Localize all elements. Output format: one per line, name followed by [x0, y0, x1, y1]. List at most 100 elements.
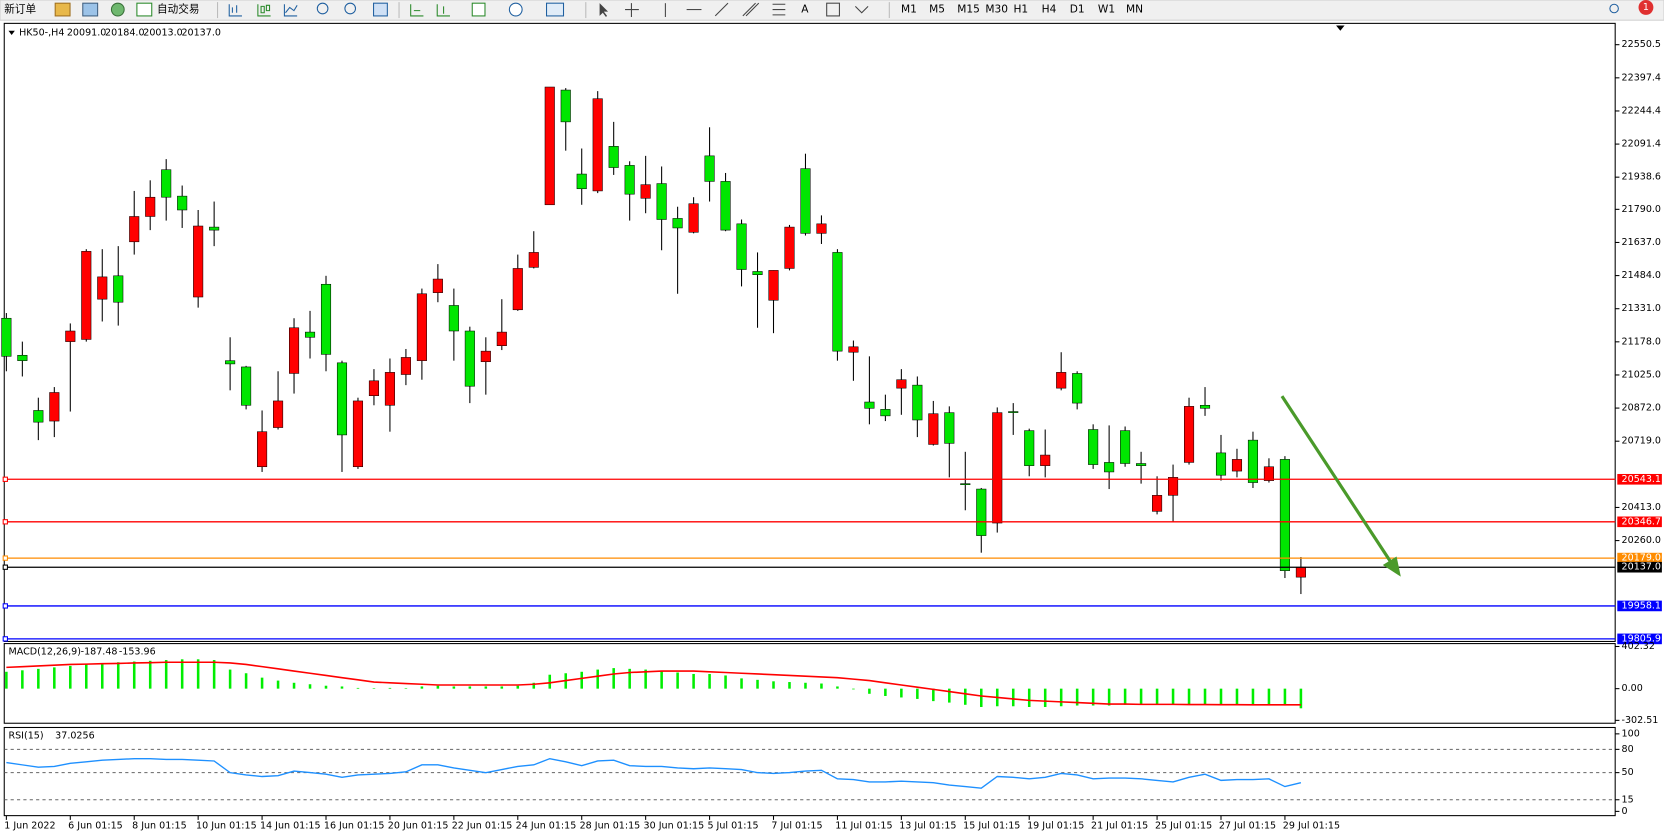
candle-body — [97, 276, 108, 300]
icon[interactable] — [54, 2, 71, 17]
trendline-icon[interactable] — [714, 2, 729, 17]
timeframe-button[interactable]: W1 — [1098, 3, 1115, 16]
candle-body — [1295, 566, 1306, 578]
candle-body — [528, 252, 539, 268]
candle-body — [1279, 459, 1290, 571]
timeframe-button[interactable]: H4 — [1042, 3, 1057, 16]
candle-body — [768, 270, 779, 301]
y-tick-label: 21938.6 — [1622, 172, 1661, 183]
macd-bar — [132, 661, 136, 689]
timeframe-button[interactable]: H1 — [1013, 3, 1028, 16]
macd-bar — [5, 671, 8, 689]
level-handle — [2, 564, 8, 570]
candle-body — [656, 183, 667, 220]
arrows-icon[interactable] — [854, 5, 869, 14]
macd-bar — [148, 660, 152, 689]
candle-body — [400, 357, 411, 375]
macd-bar — [532, 682, 536, 689]
notification-badge[interactable] — [1638, 0, 1654, 15]
x-tick-label: 10 Jun 01:15 — [196, 821, 257, 832]
timeframe-button[interactable]: M5 — [929, 3, 945, 16]
candle-body — [544, 86, 555, 206]
candle-icon[interactable] — [257, 4, 271, 17]
fibo-icon[interactable] — [772, 3, 786, 16]
macd-bar — [340, 686, 344, 689]
shift-marker — [1336, 25, 1345, 31]
macd-bar — [932, 688, 935, 702]
label-icon[interactable] — [826, 2, 840, 17]
macd-bar — [548, 674, 552, 689]
macd-bar — [964, 688, 967, 705]
channel-icon[interactable] — [742, 2, 760, 17]
icon[interactable] — [82, 2, 99, 17]
shift-icon[interactable] — [436, 4, 450, 17]
candle-body — [384, 372, 395, 406]
candle-body — [880, 409, 891, 417]
text-tool[interactable]: A — [801, 3, 809, 16]
macd-bar — [1011, 688, 1015, 707]
scroll-icon[interactable] — [410, 4, 424, 17]
y-tick-label: 22091.4 — [1622, 139, 1661, 150]
candle-body — [1168, 477, 1179, 496]
candle-body — [912, 384, 923, 421]
macd-bar — [1235, 688, 1239, 705]
candle-body — [129, 216, 140, 243]
candle-body — [832, 252, 843, 352]
indicators-icon[interactable] — [471, 2, 486, 17]
template-icon[interactable] — [546, 2, 565, 17]
macd-value: -187.48 — [81, 647, 118, 658]
y-tick-label: 22244.4 — [1622, 105, 1661, 116]
search-icon[interactable] — [1609, 3, 1619, 14]
macd-bar — [1091, 688, 1095, 706]
candle-body — [432, 278, 443, 293]
ohlc-value: 20184.0 — [105, 27, 144, 38]
y-tick-label: 21331.0 — [1622, 303, 1661, 314]
macd-bar — [820, 683, 823, 689]
timeframe-button[interactable]: M1 — [901, 3, 917, 16]
zoom-in-icon[interactable] — [316, 2, 329, 15]
period-icon[interactable] — [508, 2, 523, 17]
ohlc-value: 20013.0 — [143, 27, 182, 38]
icon[interactable] — [110, 2, 125, 17]
macd-bar — [21, 670, 24, 689]
candle-body — [17, 354, 28, 361]
candle-body — [49, 392, 60, 422]
candle-body — [1088, 429, 1099, 465]
auto-trading-button[interactable]: 自动交易 — [157, 3, 199, 16]
zoom-out-icon[interactable] — [344, 2, 357, 15]
x-tick-label: 1 Jun 2022 — [4, 821, 55, 832]
timeframe-button[interactable]: D1 — [1070, 3, 1085, 16]
new-order-button[interactable]: 新订单 — [4, 3, 36, 16]
candle-body — [736, 223, 747, 270]
timeframe-button[interactable]: MN — [1126, 3, 1143, 16]
y-tick-label: 21637.0 — [1622, 237, 1661, 248]
candle-body — [992, 412, 1003, 524]
timeframe-button[interactable]: M30 — [985, 3, 1008, 16]
macd-bar — [37, 668, 40, 689]
rsi-panel — [3, 726, 1616, 817]
candle-body — [896, 379, 907, 389]
y-tick-label: 21178.0 — [1622, 336, 1661, 347]
timeframe-button[interactable]: M15 — [957, 3, 980, 16]
macd-bar — [388, 687, 392, 689]
bar-chart-icon[interactable] — [228, 4, 242, 17]
candle-body — [320, 283, 332, 355]
y-tick-label: 21484.0 — [1622, 270, 1661, 281]
macd-bar — [1219, 688, 1223, 705]
cursor-icon[interactable] — [599, 3, 609, 17]
ohlc-value: 20091.0 — [67, 27, 106, 38]
candle-body — [304, 331, 316, 338]
x-tick-label: 29 Jul 01:15 — [1283, 821, 1340, 832]
level-label: 20137.0 — [1622, 562, 1661, 573]
macd-bar — [1283, 688, 1287, 706]
candle-body — [848, 346, 859, 353]
y-tick-label: 20413.0 — [1622, 502, 1661, 513]
auto-trading-icon[interactable] — [136, 2, 153, 17]
level-label: 19958.1 — [1622, 600, 1661, 611]
crosshair-icon[interactable] — [625, 3, 639, 17]
candle-body — [864, 401, 875, 409]
rsi-title: RSI(15) — [8, 730, 43, 741]
tile-icon[interactable] — [373, 2, 388, 17]
line-chart-icon[interactable] — [283, 4, 298, 17]
